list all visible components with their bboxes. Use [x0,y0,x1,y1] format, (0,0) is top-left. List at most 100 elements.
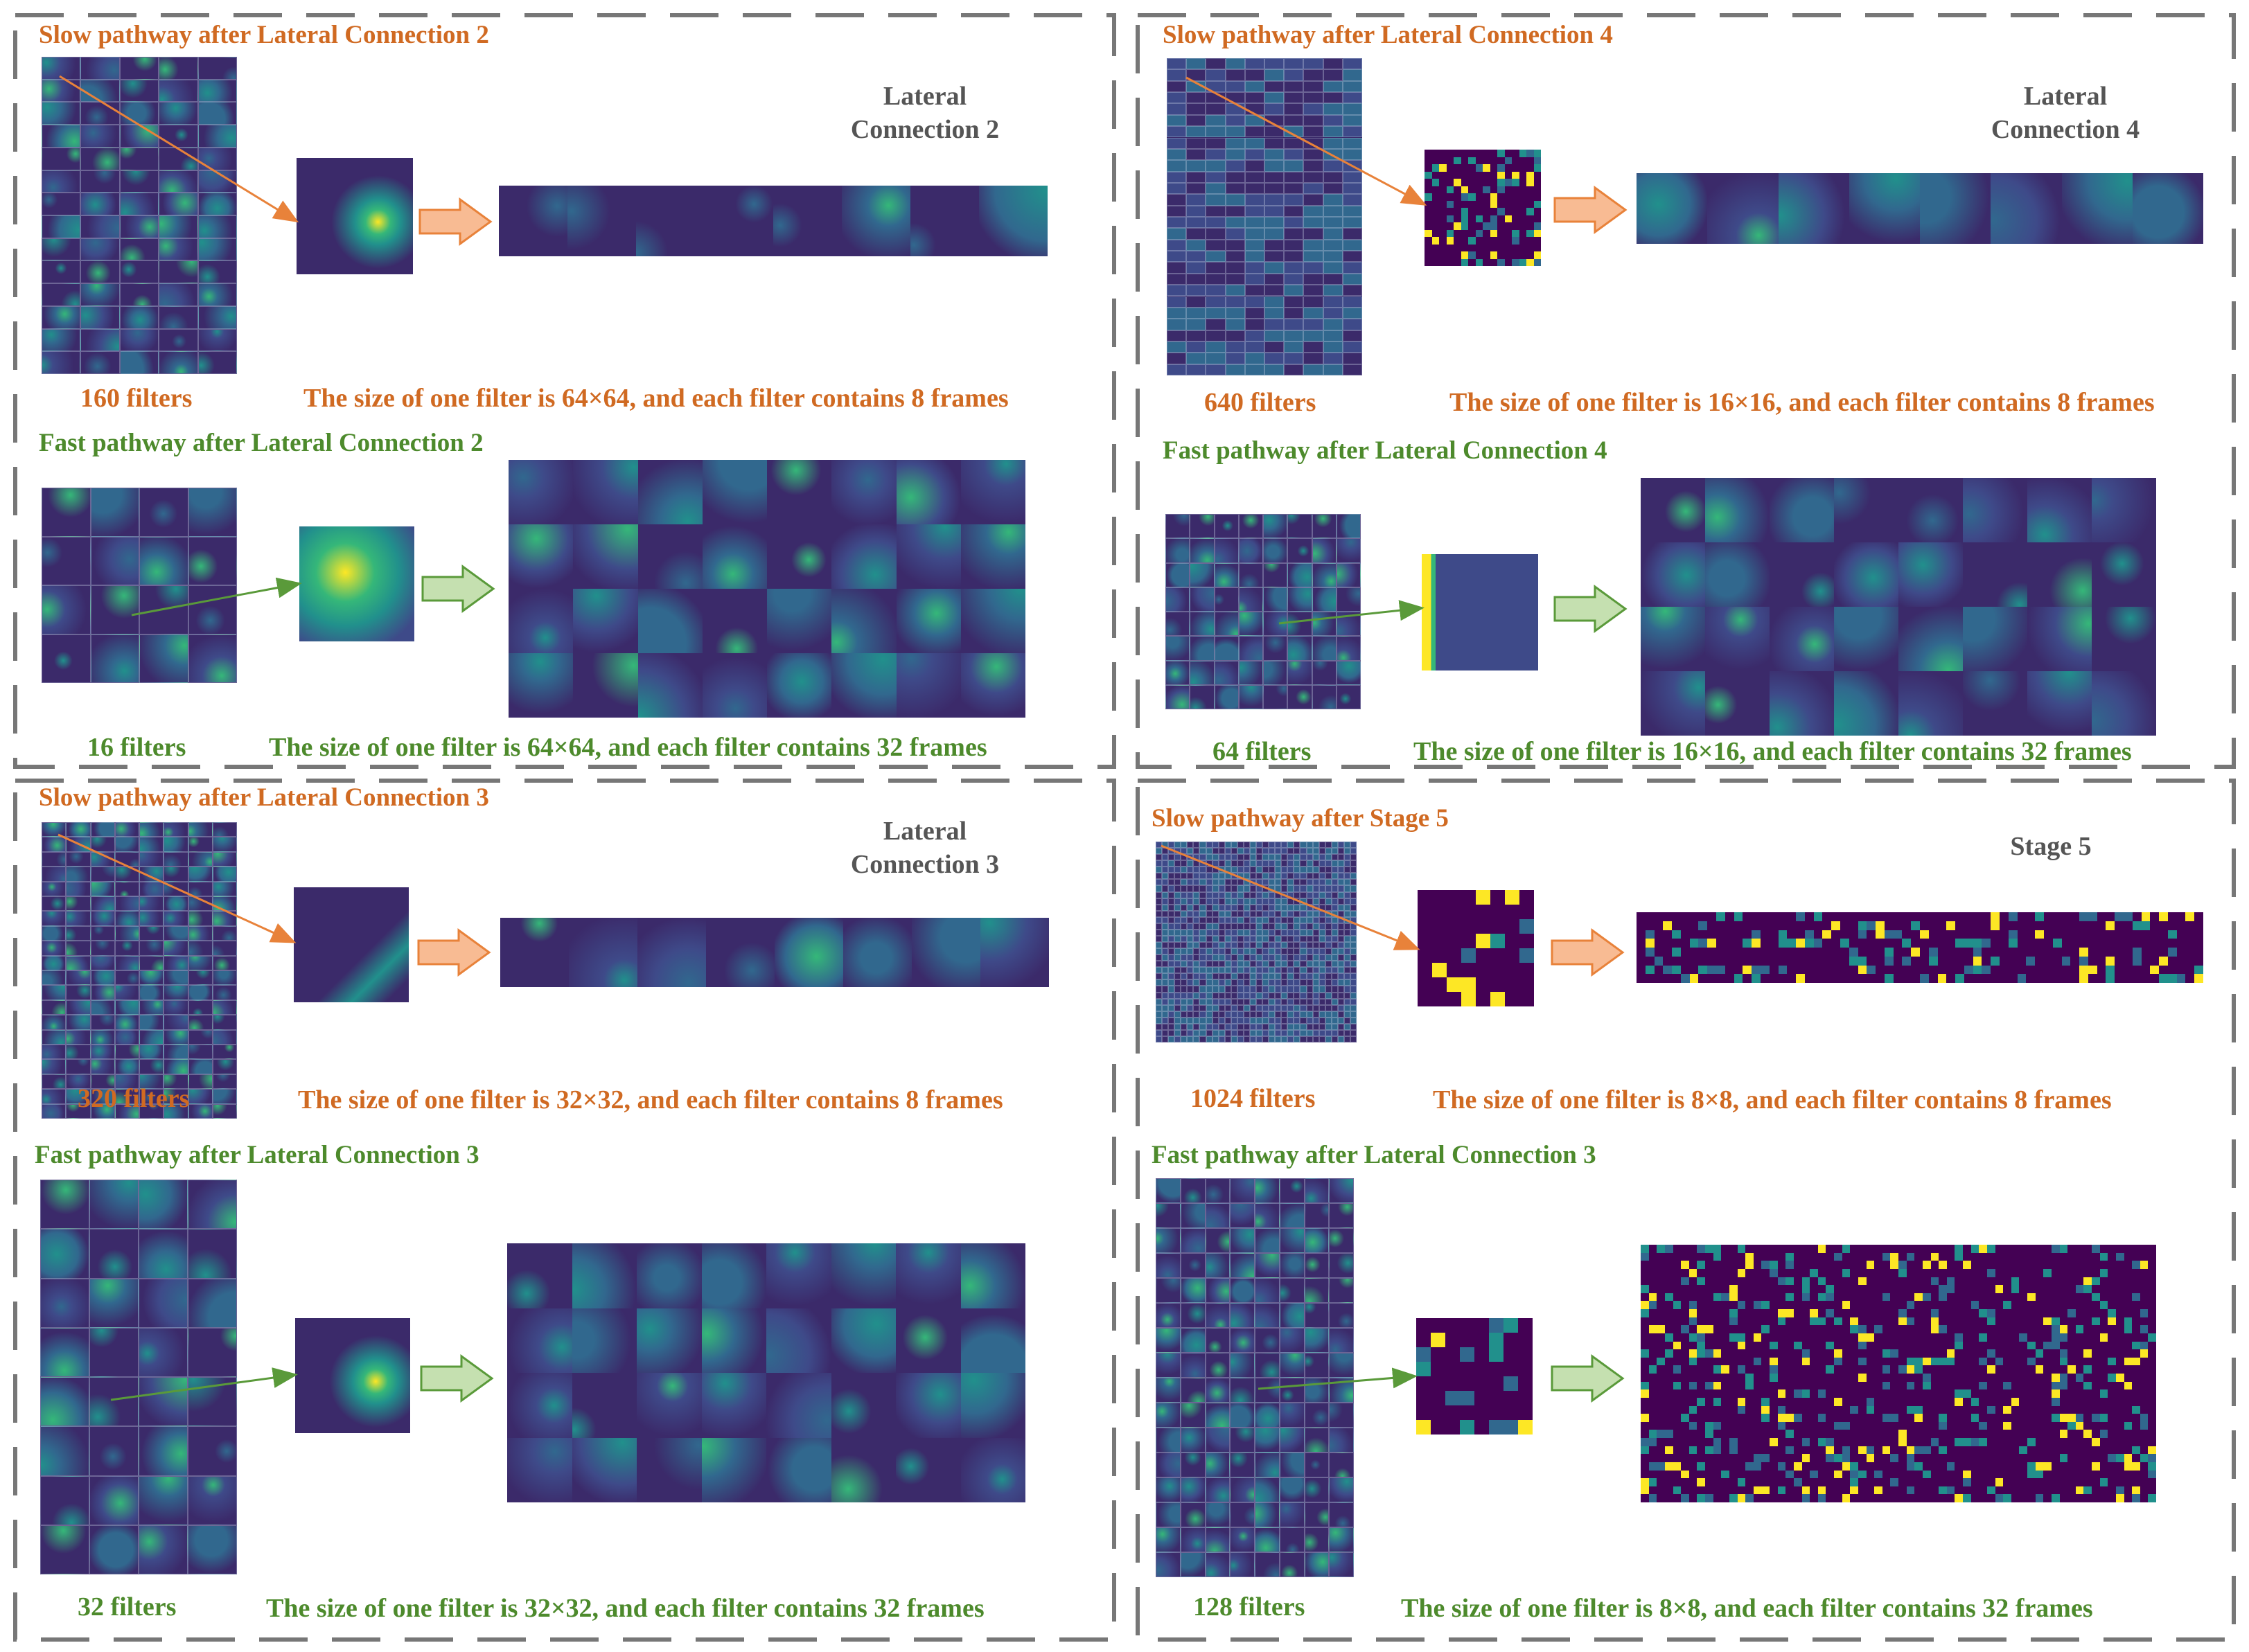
filter-cell [1238,514,1263,539]
filter-cell [1304,1353,1330,1378]
frame-tile [567,186,636,256]
filter-cell [1231,867,1237,873]
filter-cell [1300,979,1307,986]
filter-cell [1337,842,1344,849]
filter-cell [1244,148,1264,161]
filter-cell [212,1045,237,1060]
filter-cell [1206,103,1226,115]
frame-tile [767,653,832,718]
filter-cell [188,1029,213,1045]
frame-tile [1898,1245,1963,1309]
filter-cell [1294,860,1300,867]
filter-cell [1284,273,1304,285]
filter-cell [1304,1428,1330,1453]
filter-cell [1325,973,1332,980]
filter-cell [1193,842,1200,849]
filter-cell [1212,961,1219,968]
filter-cell [1231,916,1237,923]
filter-cell [139,837,164,852]
filter-cell [1287,1036,1294,1042]
filter-cell [1224,904,1231,911]
filter-cell [1312,891,1319,898]
filter-cell [1343,986,1350,993]
filter-cell [1168,842,1175,849]
filter-cell [1230,1453,1255,1477]
filter-cell [1174,916,1181,923]
filter-cell [1218,860,1225,867]
filter-cell [1256,1023,1263,1030]
filter-cell [1243,923,1250,930]
filter-cell [1255,1453,1280,1477]
filter-cell [1264,307,1285,319]
slow-pathway-title: Slow pathway after Lateral Connection 4 [1163,21,1613,49]
frame-tile [573,589,638,653]
filter-cell [1275,842,1282,849]
filter-cell [1249,973,1256,980]
filter-cell [1262,1017,1269,1024]
filter-cell [1212,867,1219,873]
filter-cell [1224,891,1231,898]
filter-cell [1336,562,1361,587]
filter-cell [1186,319,1206,330]
filter-cell [1224,967,1231,974]
filter-cell [1256,854,1263,861]
filter-cell [1337,998,1344,1005]
filter-cell [1343,967,1350,974]
filter-cell [1244,182,1264,195]
filter-cell [1325,860,1332,867]
filter-cell [1199,942,1206,949]
filter-cell [139,985,164,1000]
filter-cell [90,1103,115,1119]
filter-cell [1279,1477,1305,1502]
filter-cell [1329,1477,1354,1502]
filter-cell [1212,973,1219,980]
filter-cell [1186,103,1206,115]
filter-cell [1168,954,1175,961]
filter-cell [66,925,91,941]
filter-cell [139,1377,188,1427]
filter-cell [1331,948,1338,955]
filter-cell [1300,891,1307,898]
filter-cell [42,1029,67,1045]
filter-cell [1186,285,1206,296]
filter-cell [1294,942,1300,949]
filter-cell [1218,967,1225,974]
frame-tile [572,1243,637,1308]
filter-cell [1206,854,1212,861]
filter-cell [1269,954,1276,961]
filter-cell [212,1029,237,1045]
filter-cell [1187,916,1194,923]
filter-cell [1180,1178,1206,1203]
frame-tile [1770,671,1834,736]
frame-tile [896,1308,961,1373]
filter-cell [119,305,159,329]
filter-cell [1287,842,1294,849]
filter-cell [1325,986,1332,993]
slow-filter-zoom [294,887,409,1002]
filter-cell [1243,873,1250,880]
filter-cell [1181,1023,1188,1030]
filter-cell [1294,1036,1300,1042]
frame-tile [636,186,705,256]
filter-cell [1303,103,1323,115]
filter-cell [1206,904,1212,911]
filter-cell [1156,898,1163,905]
filter-cell [114,1000,139,1015]
filter-cell [1199,923,1206,930]
frame-tile [1834,1309,1898,1374]
frame-tile [896,1373,961,1438]
filter-cell [1243,967,1250,974]
filter-cell [1186,228,1206,240]
filter-cell [1224,842,1231,849]
frame-tile [1641,542,1705,607]
filter-cell [1281,1017,1288,1024]
filter-cell [1337,935,1344,942]
slow-filter-zoom [1425,150,1541,266]
filter-cell [1275,879,1282,886]
filter-cell [1342,160,1362,172]
filter-cell [1156,891,1163,898]
filter-cell [1294,1023,1300,1030]
filter-cell [1294,935,1300,942]
filter-cell [1304,1477,1330,1502]
filter-cell [1180,1328,1206,1353]
